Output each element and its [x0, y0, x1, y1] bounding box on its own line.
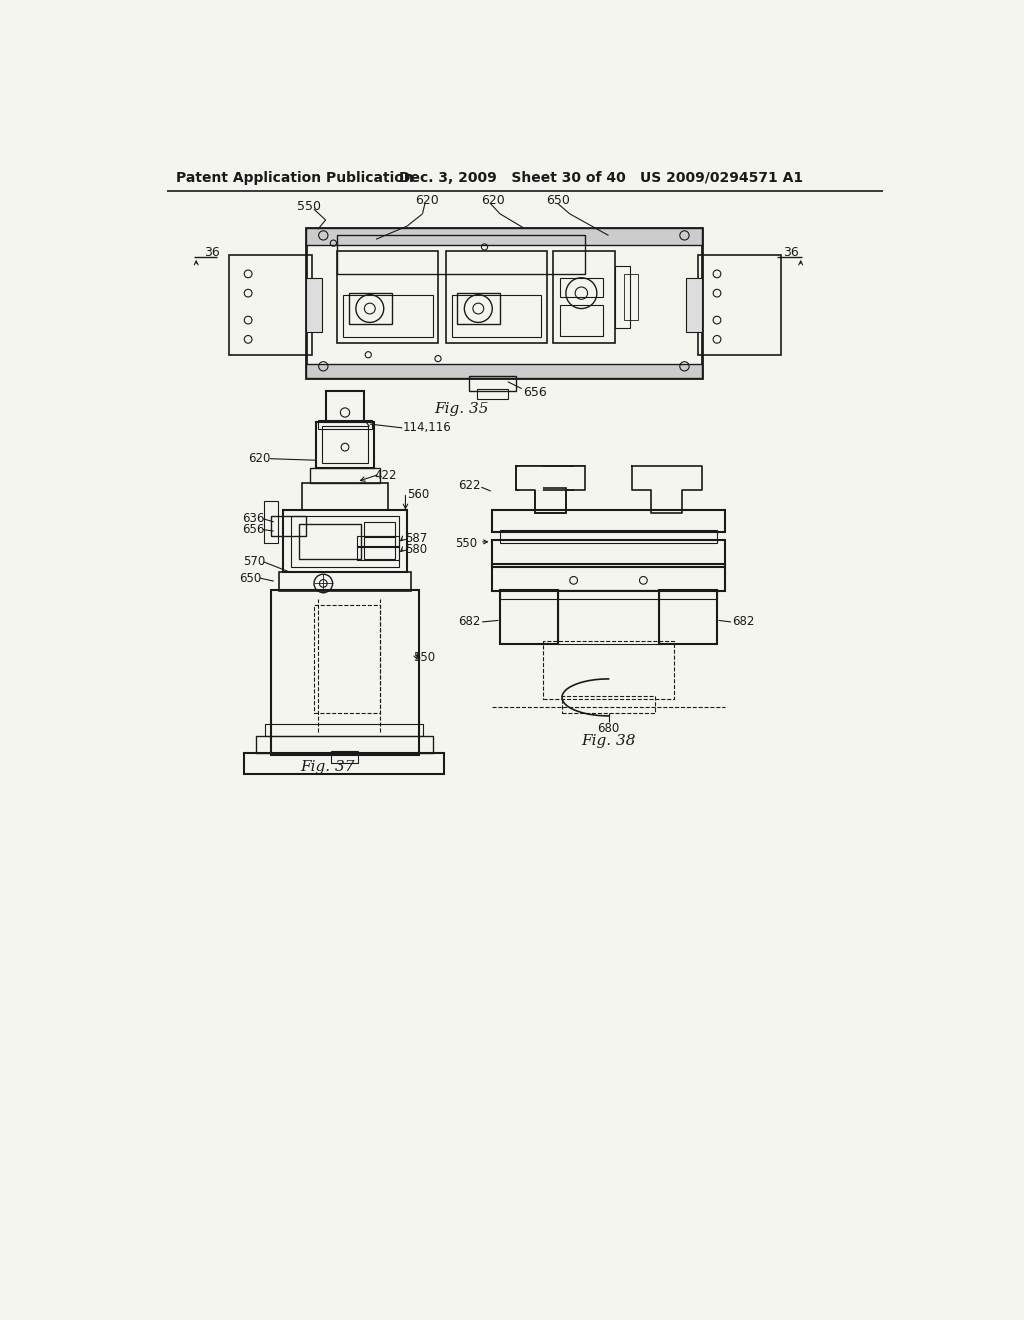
- Bar: [271, 516, 306, 536]
- Text: 550: 550: [413, 651, 435, 664]
- Bar: [283, 511, 407, 572]
- Text: 587: 587: [406, 532, 428, 545]
- Bar: [365, 536, 395, 558]
- Bar: [271, 590, 419, 755]
- Bar: [349, 293, 391, 323]
- Bar: [686, 277, 701, 331]
- Bar: [493, 511, 725, 532]
- Text: 422: 422: [375, 469, 397, 482]
- Bar: [263, 502, 278, 544]
- Bar: [310, 469, 380, 483]
- Bar: [306, 364, 701, 378]
- Bar: [245, 752, 444, 775]
- Text: 682: 682: [459, 615, 480, 628]
- Text: Fig. 35: Fig. 35: [434, 401, 488, 416]
- Bar: [337, 235, 586, 275]
- Bar: [500, 590, 717, 599]
- Bar: [299, 524, 360, 558]
- Text: 114,116: 114,116: [403, 421, 452, 434]
- Text: 620: 620: [415, 194, 438, 207]
- Text: Patent Application Publication: Patent Application Publication: [176, 170, 414, 185]
- Text: 656: 656: [242, 523, 264, 536]
- Text: Fig. 38: Fig. 38: [582, 734, 636, 748]
- Bar: [500, 590, 558, 644]
- Text: 550: 550: [455, 537, 477, 550]
- Text: 560: 560: [407, 488, 429, 502]
- Text: 650: 650: [547, 194, 570, 207]
- Bar: [356, 546, 399, 561]
- Bar: [458, 293, 500, 323]
- Text: 550: 550: [297, 199, 321, 213]
- Bar: [343, 294, 432, 337]
- Text: 36: 36: [204, 246, 219, 259]
- Bar: [445, 251, 547, 343]
- Bar: [317, 420, 372, 429]
- Bar: [365, 521, 395, 537]
- Bar: [302, 483, 388, 511]
- Text: 680: 680: [597, 722, 620, 735]
- Bar: [306, 228, 701, 378]
- Bar: [614, 267, 630, 327]
- Bar: [500, 529, 717, 544]
- Bar: [228, 255, 312, 355]
- Bar: [560, 277, 603, 297]
- Bar: [658, 590, 717, 644]
- Bar: [553, 251, 614, 343]
- Bar: [493, 564, 725, 591]
- Bar: [326, 391, 365, 422]
- Bar: [280, 572, 411, 591]
- Bar: [624, 275, 638, 321]
- Text: 570: 570: [243, 556, 265, 569]
- Text: 650: 650: [239, 572, 261, 585]
- Bar: [493, 540, 725, 566]
- Bar: [314, 605, 380, 713]
- Bar: [306, 227, 701, 244]
- Bar: [337, 251, 438, 343]
- Bar: [560, 305, 603, 335]
- Text: 580: 580: [406, 543, 428, 556]
- Bar: [477, 389, 508, 399]
- Text: 656: 656: [523, 385, 547, 399]
- Bar: [452, 294, 541, 337]
- Text: 36: 36: [782, 246, 799, 259]
- Bar: [697, 255, 781, 355]
- Text: US 2009/0294571 A1: US 2009/0294571 A1: [640, 170, 803, 185]
- Bar: [518, 466, 542, 490]
- Bar: [543, 642, 675, 700]
- Text: 636: 636: [242, 512, 264, 525]
- Bar: [306, 277, 322, 331]
- Text: 682: 682: [732, 615, 755, 628]
- Bar: [469, 376, 515, 391]
- Bar: [574, 466, 598, 490]
- Text: Fig. 37: Fig. 37: [301, 760, 355, 774]
- Bar: [291, 516, 399, 566]
- Bar: [562, 696, 655, 713]
- Text: Dec. 3, 2009   Sheet 30 of 40: Dec. 3, 2009 Sheet 30 of 40: [399, 170, 626, 185]
- Bar: [256, 737, 432, 752]
- Bar: [265, 725, 423, 737]
- Text: 620: 620: [248, 453, 270, 465]
- Text: 620: 620: [481, 194, 505, 207]
- Bar: [331, 751, 358, 763]
- Bar: [356, 536, 399, 548]
- Bar: [322, 425, 369, 462]
- Bar: [535, 488, 566, 512]
- Text: 622: 622: [458, 479, 480, 492]
- Bar: [315, 422, 375, 469]
- Bar: [558, 590, 658, 644]
- Bar: [515, 466, 586, 490]
